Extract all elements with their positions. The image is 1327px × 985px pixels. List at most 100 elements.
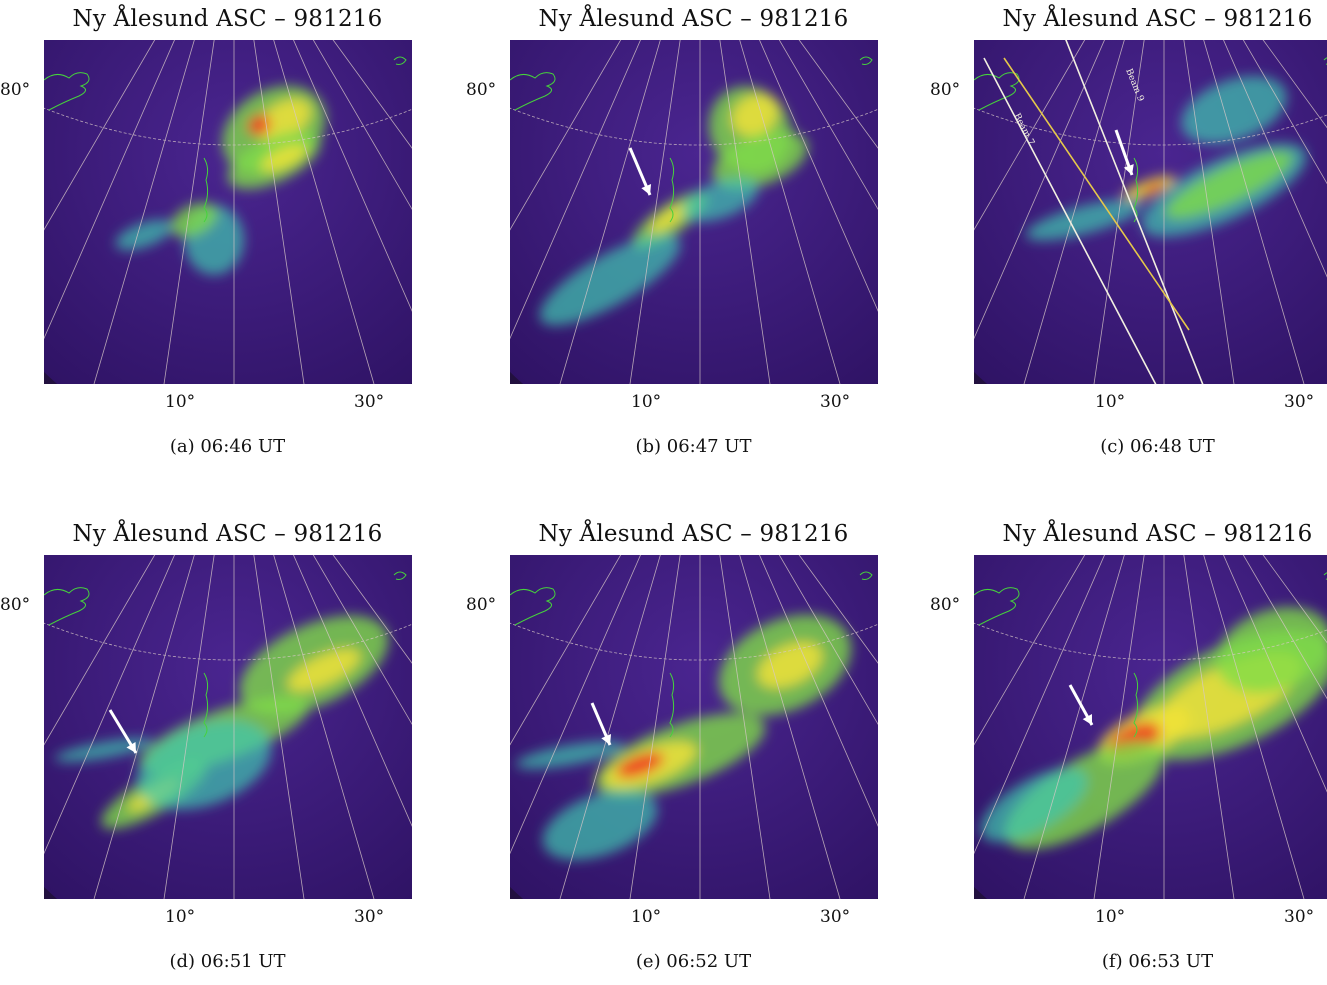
aurora-blob bbox=[980, 768, 1088, 842]
panel-caption: (c) 06:48 UT bbox=[1100, 436, 1215, 457]
meridian-line bbox=[253, 555, 305, 899]
aurora-blob bbox=[539, 234, 681, 326]
meridian-line bbox=[44, 555, 156, 746]
meridian-line bbox=[559, 40, 661, 384]
highlight-arrow bbox=[108, 709, 138, 754]
panel-caption: (d) 06:51 UT bbox=[169, 951, 286, 972]
aurora-blob bbox=[1142, 182, 1166, 194]
coastline-path bbox=[203, 672, 209, 738]
geographic-grid bbox=[974, 555, 1327, 899]
meridian-line bbox=[1183, 40, 1235, 384]
latitude-80-line bbox=[44, 622, 412, 661]
longitude-label-30: 30° bbox=[820, 392, 851, 412]
latitude-80-line bbox=[44, 107, 412, 146]
geographic-grid bbox=[510, 555, 878, 899]
aurora-emission bbox=[1025, 76, 1307, 241]
meridian-line bbox=[719, 40, 771, 384]
aurora-blob bbox=[260, 144, 308, 172]
coastline-path bbox=[44, 72, 90, 111]
latitude-label: 80° bbox=[466, 80, 497, 100]
aurora-blob bbox=[712, 130, 808, 190]
meridian-line bbox=[719, 555, 771, 899]
panel-b: Ny Ålesund ASC – 981216 80° 10° 30° (b) … bbox=[466, 0, 906, 470]
coastline-path bbox=[669, 672, 675, 738]
latitude-label: 80° bbox=[0, 595, 31, 615]
meridian-line bbox=[332, 555, 412, 664]
meridian-line bbox=[273, 555, 375, 899]
panel-a: Ny Ålesund ASC – 981216 80° 10° 30° (a) … bbox=[0, 0, 440, 470]
meridian-line bbox=[312, 40, 412, 210]
meridian-line bbox=[1242, 555, 1327, 700]
coastline-path bbox=[1133, 157, 1139, 223]
meridian-line bbox=[778, 40, 878, 210]
meridian-line bbox=[1023, 555, 1125, 899]
coastline-path bbox=[669, 157, 675, 223]
beam-9-line bbox=[1065, 40, 1204, 384]
latitude-label: 80° bbox=[930, 595, 961, 615]
meridian-line bbox=[974, 555, 1086, 746]
meridian-line bbox=[1223, 40, 1327, 278]
aurora-blob bbox=[1181, 76, 1287, 144]
aurora-blob bbox=[1215, 607, 1327, 693]
coastline-path bbox=[1133, 672, 1139, 738]
allsky-svg bbox=[510, 555, 878, 899]
longitude-label-10: 10° bbox=[631, 907, 662, 927]
highlight-arrow bbox=[628, 147, 652, 196]
latitude-label: 80° bbox=[0, 80, 31, 100]
meridian-line bbox=[759, 555, 878, 827]
longitude-label-30: 30° bbox=[1284, 392, 1315, 412]
panel-caption: (e) 06:52 UT bbox=[635, 951, 752, 972]
meridian-line bbox=[273, 40, 375, 384]
aurora-blob bbox=[649, 202, 691, 234]
meridian-line bbox=[1262, 555, 1327, 644]
meridian-line bbox=[510, 555, 641, 855]
coastline-path bbox=[393, 56, 407, 65]
aurora-blob bbox=[542, 790, 658, 860]
meridian-line bbox=[759, 40, 878, 312]
longitude-label-30: 30° bbox=[1284, 907, 1315, 927]
meridian-line bbox=[93, 40, 195, 384]
aurora-blob bbox=[256, 98, 312, 142]
aurora-blob bbox=[731, 93, 779, 137]
panel-caption: (b) 06:47 UT bbox=[635, 436, 752, 457]
meridian-line bbox=[974, 40, 1105, 340]
allsky-image bbox=[44, 40, 412, 384]
coastline bbox=[510, 56, 873, 223]
coastline bbox=[44, 571, 407, 738]
meridian-line bbox=[293, 555, 412, 827]
panel-e: Ny Ålesund ASC – 981216 80° 10° 30° (e) … bbox=[466, 515, 906, 985]
coastline-path bbox=[974, 587, 1020, 626]
panel-title: Ny Ålesund ASC – 981216 bbox=[1002, 521, 1313, 547]
panel-c: Ny Ålesund ASC – 981216 80° Beam 7 Beam 9… bbox=[930, 0, 1327, 470]
coastline-path bbox=[510, 587, 556, 626]
meridian-line bbox=[798, 555, 878, 664]
aurora-emission bbox=[515, 614, 852, 860]
allsky-image: Beam 7 Beam 9 bbox=[974, 40, 1327, 384]
meridian-line bbox=[510, 40, 622, 231]
meridian-line bbox=[332, 40, 412, 149]
meridian-line bbox=[778, 555, 878, 725]
panel-title: Ny Ålesund ASC – 981216 bbox=[72, 521, 383, 547]
allsky-image bbox=[510, 555, 878, 899]
coastline-path bbox=[44, 587, 90, 626]
meridian-line bbox=[974, 555, 1105, 855]
meridian-line bbox=[44, 40, 156, 231]
aurora-blob bbox=[681, 178, 759, 222]
highlight-arrow bbox=[590, 702, 612, 746]
longitude-label-10: 10° bbox=[1095, 907, 1126, 927]
meridian-line bbox=[312, 555, 412, 725]
allsky-image bbox=[44, 555, 412, 899]
highlight-arrow bbox=[1114, 129, 1134, 176]
allsky-image bbox=[510, 40, 878, 384]
panel-caption: (a) 06:46 UT bbox=[169, 436, 286, 457]
longitude-label-30: 30° bbox=[820, 907, 851, 927]
aurora-blob bbox=[247, 114, 271, 136]
meridian-line bbox=[739, 40, 841, 384]
aurora-blob bbox=[1025, 199, 1143, 241]
aurora-blob bbox=[54, 738, 154, 762]
longitude-label-30: 30° bbox=[354, 907, 385, 927]
meridian-line bbox=[1242, 40, 1327, 185]
highlight-arrow bbox=[1068, 684, 1094, 726]
latitude-label: 80° bbox=[930, 80, 961, 100]
coastline bbox=[974, 572, 1327, 738]
